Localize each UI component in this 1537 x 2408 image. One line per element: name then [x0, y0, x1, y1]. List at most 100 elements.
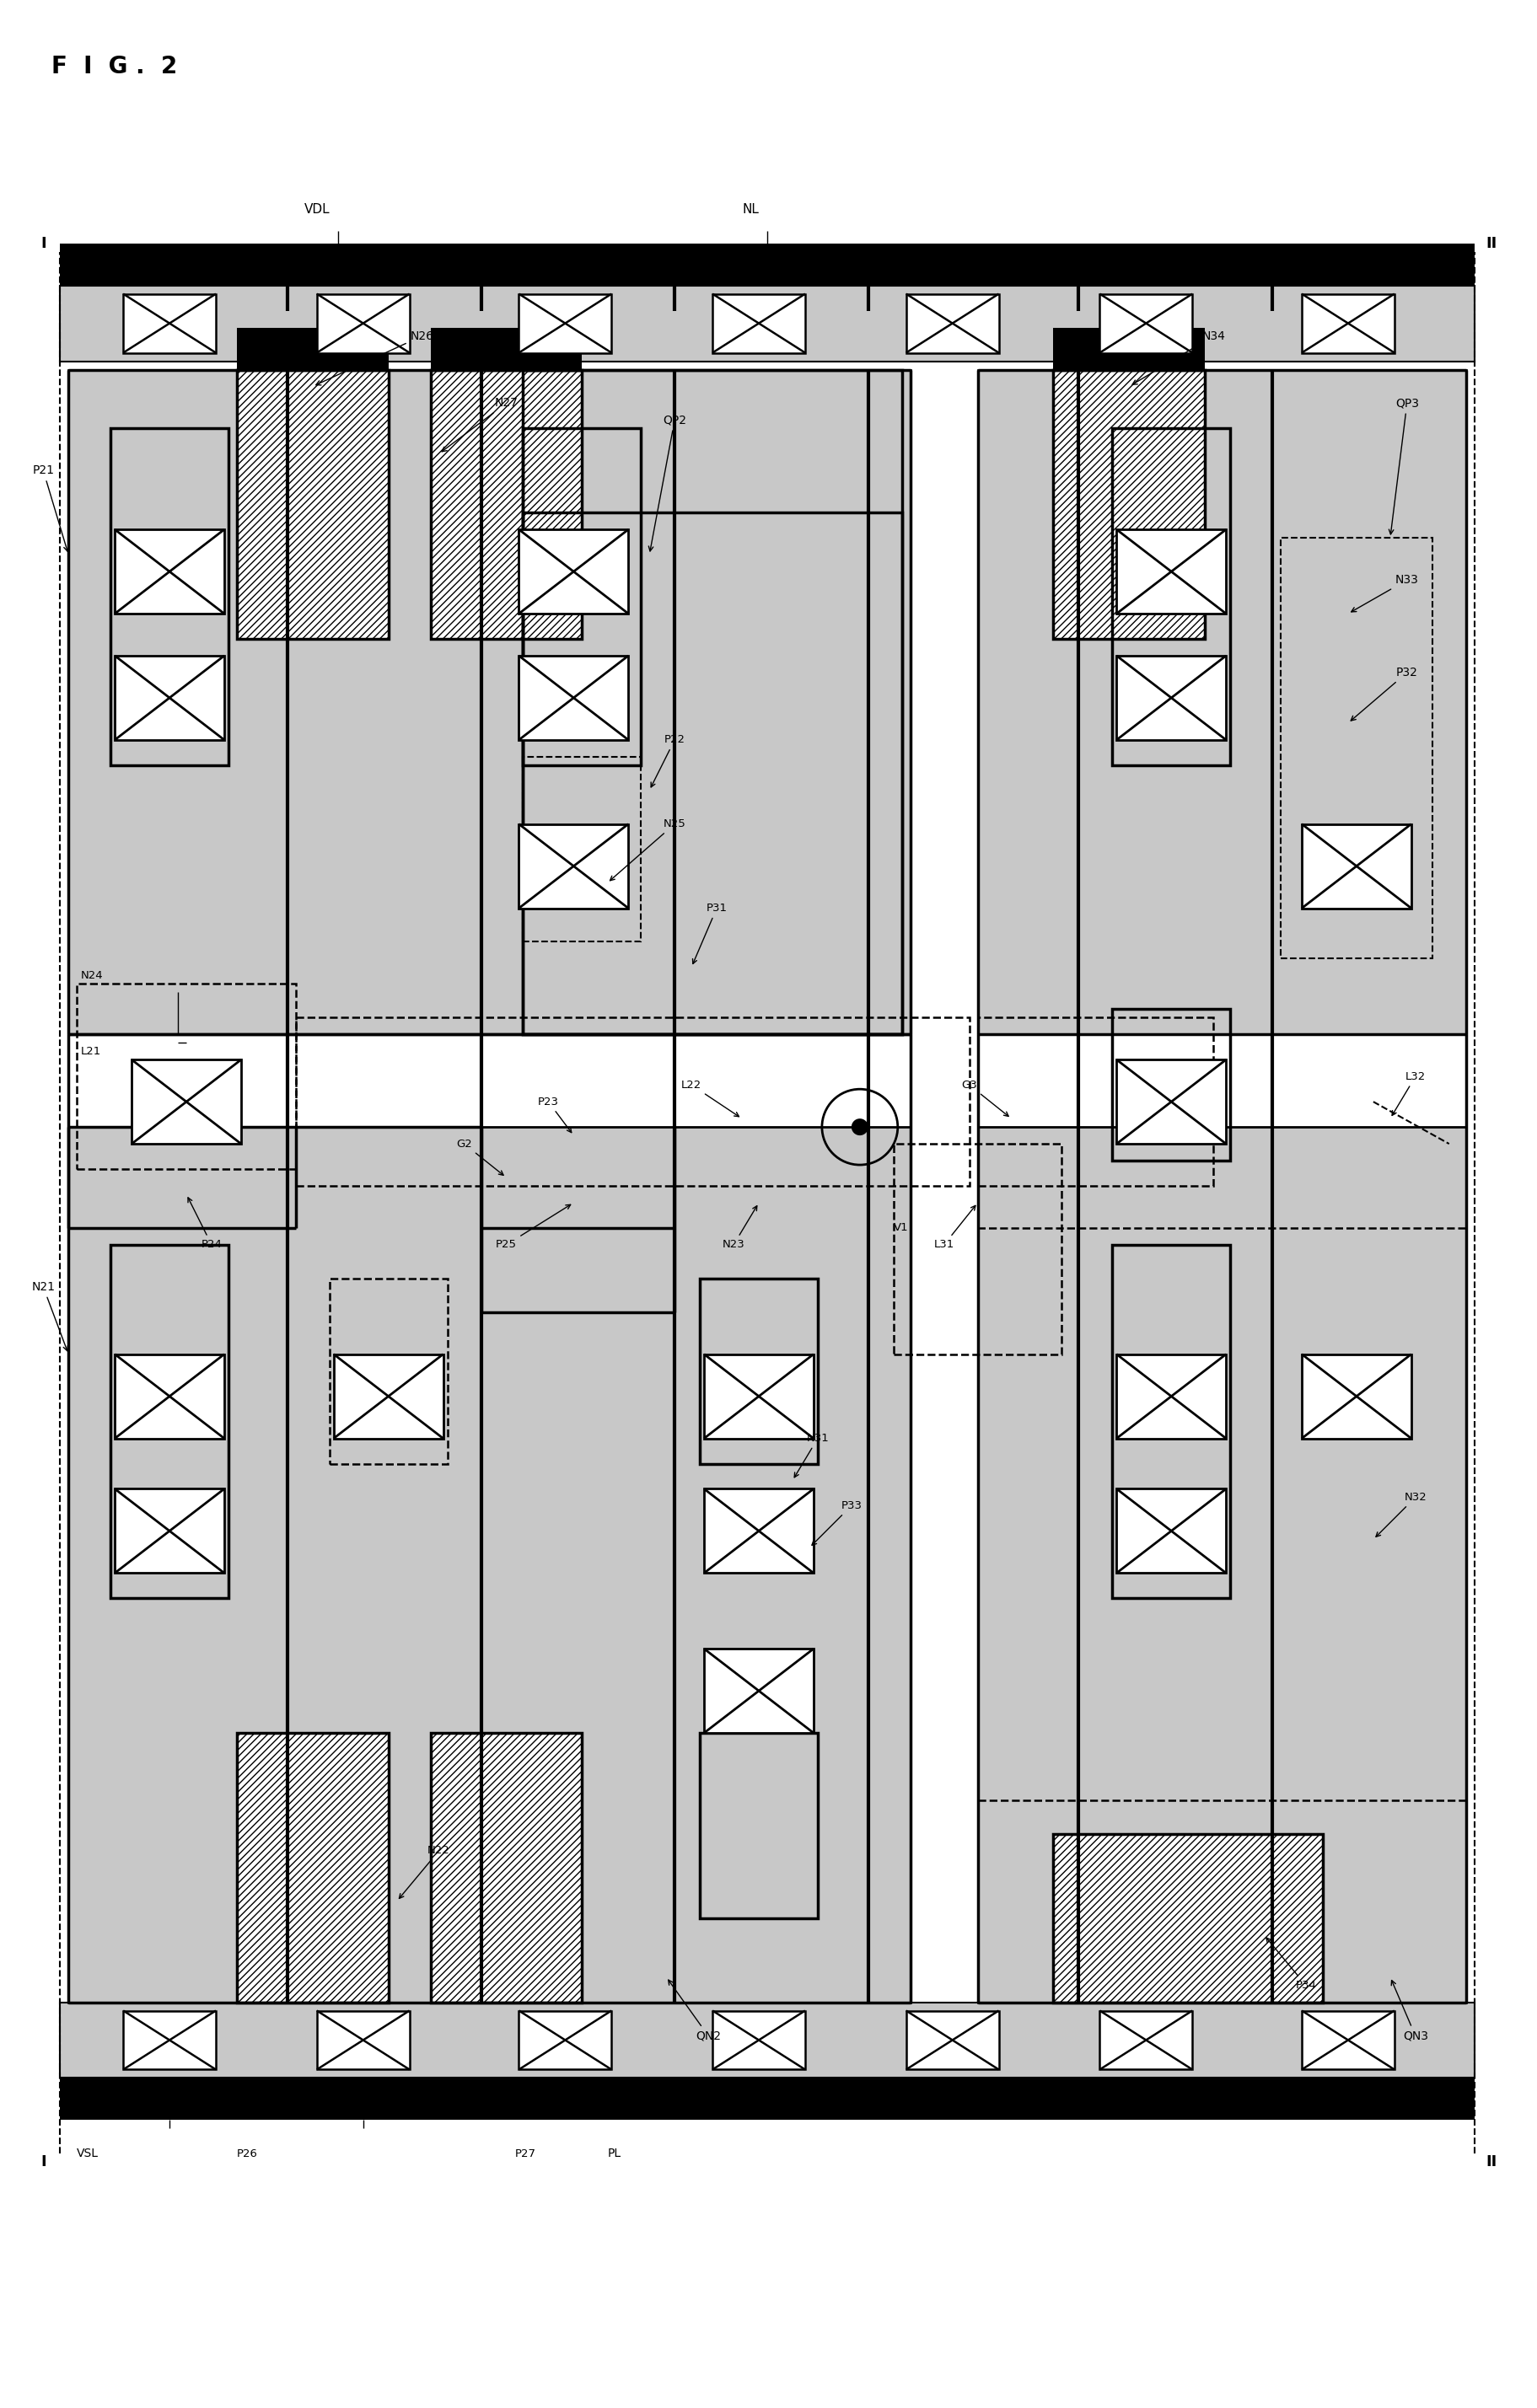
Bar [123, 2011, 215, 2068]
Bar [978, 368, 1466, 1035]
Text: QN2: QN2 [669, 1979, 721, 2042]
Bar [1053, 2078, 1323, 2119]
Bar [334, 1353, 443, 1438]
Text: N33: N33 [1351, 573, 1419, 612]
Bar [1302, 824, 1411, 908]
Text: L32: L32 [1393, 1072, 1426, 1115]
Text: P25: P25 [496, 1204, 570, 1250]
Bar [893, 1144, 1062, 1353]
Bar [713, 2011, 805, 2068]
Text: N21: N21 [31, 1281, 68, 1351]
Bar [978, 1019, 1213, 1185]
Text: N34: N34 [1133, 330, 1225, 385]
Bar [123, 294, 215, 352]
Text: QP3: QP3 [1389, 397, 1419, 535]
Text: VSL: VSL [77, 2148, 98, 2160]
Bar [1053, 1835, 1323, 2001]
Bar [699, 1734, 818, 1919]
Text: P32: P32 [1351, 667, 1419, 720]
Text: P24: P24 [188, 1197, 223, 1250]
Bar [237, 368, 389, 638]
Bar [907, 294, 999, 352]
Bar [978, 1228, 1466, 1801]
Text: N25: N25 [610, 819, 686, 881]
Text: II: II [1486, 236, 1497, 250]
Text: PL: PL [607, 2148, 621, 2160]
Bar [1116, 530, 1227, 614]
Text: P23: P23 [538, 1096, 572, 1132]
Text: P27: P27 [515, 2148, 536, 2160]
Bar [1302, 294, 1394, 352]
Bar [1280, 537, 1432, 958]
Bar [430, 2078, 583, 2119]
Bar [520, 655, 629, 739]
Bar [1116, 1353, 1227, 1438]
Text: P26: P26 [237, 2148, 258, 2160]
Bar [523, 368, 902, 1035]
Bar [60, 2078, 1474, 2119]
Bar [1116, 655, 1227, 739]
Bar [115, 530, 224, 614]
Bar [704, 1649, 813, 1734]
Text: P33: P33 [812, 1500, 862, 1546]
Bar [907, 2011, 999, 2068]
Text: N27: N27 [441, 397, 518, 453]
Bar [295, 1019, 970, 1185]
Bar [111, 429, 229, 766]
Text: P22: P22 [652, 734, 686, 787]
Bar [713, 294, 805, 352]
Text: I: I [40, 2155, 46, 2170]
Text: P21: P21 [32, 465, 68, 551]
Bar [520, 294, 612, 352]
Bar [237, 1734, 389, 2001]
Text: N31: N31 [795, 1433, 828, 1479]
Text: L21: L21 [81, 1045, 101, 1057]
Bar [69, 368, 910, 1035]
Bar [60, 243, 1474, 287]
Bar [1302, 2011, 1394, 2068]
Bar [704, 1353, 813, 1438]
Text: VDL: VDL [304, 202, 330, 217]
Bar [1053, 327, 1205, 368]
Bar [60, 2001, 1474, 2078]
Bar [115, 1488, 224, 1572]
Text: N24: N24 [81, 970, 103, 980]
Text: NL: NL [742, 202, 759, 217]
Circle shape [851, 1120, 868, 1137]
Text: N23: N23 [722, 1206, 756, 1250]
Bar [1113, 429, 1230, 766]
Bar [1113, 1245, 1230, 1599]
Bar [1100, 2011, 1193, 2068]
Bar [115, 655, 224, 739]
Bar [520, 2011, 612, 2068]
Bar [520, 530, 629, 614]
Bar [523, 429, 641, 766]
Text: L22: L22 [681, 1079, 739, 1117]
Text: G3: G3 [961, 1079, 1008, 1117]
Text: N32: N32 [1376, 1493, 1426, 1536]
Bar [237, 327, 389, 368]
Bar [523, 513, 902, 1035]
Bar [329, 1279, 447, 1464]
Bar [115, 1353, 224, 1438]
Text: QP2: QP2 [649, 414, 687, 551]
Bar [60, 287, 1474, 361]
Text: I: I [40, 236, 46, 250]
Text: V1: V1 [893, 1223, 908, 1233]
Bar [317, 294, 409, 352]
Bar [69, 1127, 910, 2001]
Bar [237, 2078, 389, 2119]
Bar [1116, 1060, 1227, 1144]
Bar [430, 368, 583, 638]
Bar [1302, 1353, 1411, 1438]
Bar [430, 1734, 583, 2001]
Bar [77, 985, 295, 1168]
Text: G2: G2 [456, 1139, 504, 1175]
Text: QN3: QN3 [1391, 1979, 1428, 2042]
Bar [520, 824, 629, 908]
Bar [523, 756, 641, 942]
Bar [132, 1060, 241, 1144]
Text: F  I  G .  2: F I G . 2 [52, 55, 177, 79]
Text: N22: N22 [400, 1845, 450, 1898]
Bar [1100, 294, 1193, 352]
